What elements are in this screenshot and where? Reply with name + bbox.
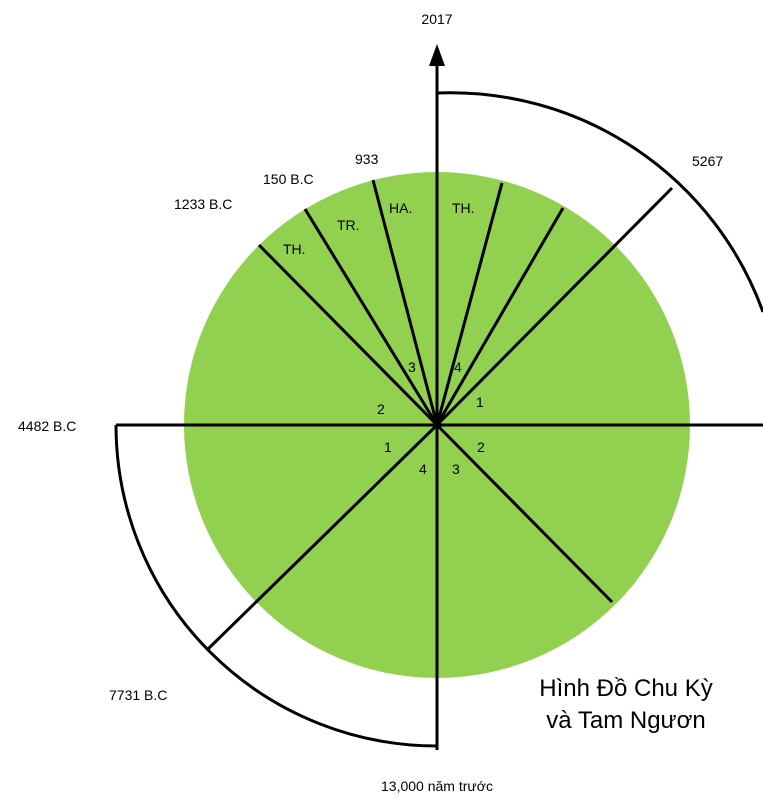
radial-line-right-2: [435, 207, 565, 426]
number-lower-right-2: 2: [477, 439, 485, 455]
segment-label-th-left: TH.: [283, 241, 306, 257]
outer-arcs: [114, 91, 763, 748]
segment-label-ha: HA.: [389, 200, 412, 216]
number-lower-right-3: 3: [452, 461, 460, 477]
radial-line-150bc: [303, 208, 439, 426]
label-1233bc: 1233 B.C: [174, 196, 232, 212]
radial-line-right-1: [435, 182, 504, 426]
radial-line-5267: [435, 186, 674, 427]
label-5267: 5267: [692, 153, 723, 169]
number-lower-left-4: 4: [419, 461, 427, 477]
label-13000-years-ago: 13,000 năm trước: [381, 778, 493, 794]
radial-line-933: [371, 179, 439, 426]
diagram-title-line2: và Tam Ngươn: [546, 707, 705, 734]
arc-lower-left: [114, 424, 438, 748]
arrow-up-icon: [429, 44, 445, 66]
label-4482bc: 4482 B.C: [18, 418, 76, 434]
number-lower-left-1: 1: [384, 439, 392, 455]
radial-lines: [116, 64, 763, 750]
label-2017: 2017: [421, 11, 452, 27]
number-upper-left-2: 2: [377, 401, 385, 417]
label-933: 933: [355, 151, 379, 167]
diagram-title-line1: Hình Đồ Chu Kỳ: [539, 675, 712, 702]
number-upper-left-3: 3: [408, 359, 416, 375]
arc-upper-right: [436, 91, 763, 313]
number-upper-right-1: 1: [476, 394, 484, 410]
segment-label-tr: TR.: [337, 217, 360, 233]
label-150bc: 150 B.C: [263, 171, 314, 187]
radial-line-1233bc: [257, 243, 439, 427]
segment-label-th-right: TH.: [452, 200, 475, 216]
label-7731bc: 7731 B.C: [109, 687, 167, 703]
radial-line-7731bc: [205, 423, 439, 652]
number-upper-right-4: 4: [454, 359, 462, 375]
radial-line-lower-right: [435, 423, 614, 604]
